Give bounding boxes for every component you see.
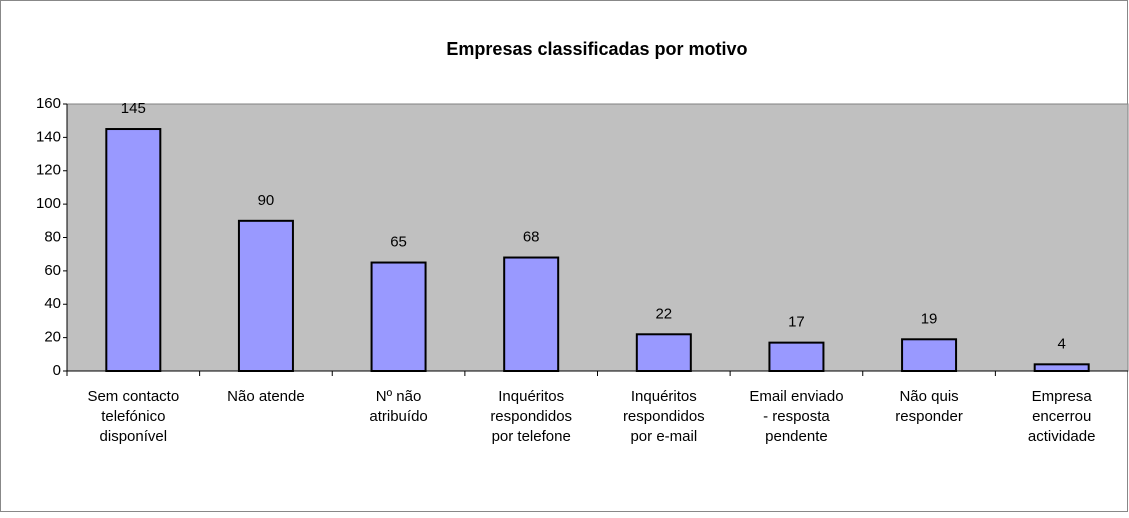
value-label: 22 bbox=[655, 305, 672, 322]
x-tick-label: Empresa encerrou actividade bbox=[1028, 388, 1096, 445]
x-tick-label: Nº não atribuído bbox=[369, 388, 427, 425]
value-label: 65 bbox=[390, 234, 407, 251]
y-tick-label: 20 bbox=[44, 329, 61, 346]
plot-area bbox=[66, 103, 1129, 372]
y-tick-label: 60 bbox=[44, 262, 61, 279]
x-tick-label: Inquéritos respondidos por e-mail bbox=[623, 388, 705, 445]
value-label: 90 bbox=[258, 192, 275, 209]
x-tick-label: Sem contacto telefónico disponível bbox=[87, 388, 179, 445]
bar bbox=[768, 341, 825, 373]
value-label: 19 bbox=[921, 310, 938, 327]
value-label: 68 bbox=[523, 228, 540, 245]
y-tick-label: 80 bbox=[44, 228, 61, 245]
bar bbox=[635, 333, 692, 373]
bar bbox=[901, 338, 958, 373]
value-label: 4 bbox=[1058, 335, 1066, 352]
y-tick-label: 120 bbox=[36, 162, 61, 179]
x-tick-label: Não quis responder bbox=[895, 388, 963, 425]
bar bbox=[1033, 363, 1090, 373]
bar bbox=[105, 128, 162, 372]
y-tick-label: 100 bbox=[36, 195, 61, 212]
x-tick-label: Não atende bbox=[227, 388, 305, 405]
value-label: 145 bbox=[121, 100, 146, 117]
bar bbox=[370, 261, 427, 372]
bar bbox=[237, 219, 294, 372]
x-tick-label: Email enviado - resposta pendente bbox=[749, 388, 843, 445]
value-label: 17 bbox=[788, 314, 805, 331]
chart-title: Empresas classificadas por motivo bbox=[446, 39, 747, 59]
y-tick-label: 40 bbox=[44, 295, 61, 312]
x-tick-label: Inquéritos respondidos por telefone bbox=[490, 388, 572, 445]
y-tick-label: 140 bbox=[36, 128, 61, 145]
y-tick-label: 0 bbox=[53, 362, 61, 379]
y-tick-label: 160 bbox=[36, 95, 61, 112]
bar bbox=[503, 256, 560, 372]
